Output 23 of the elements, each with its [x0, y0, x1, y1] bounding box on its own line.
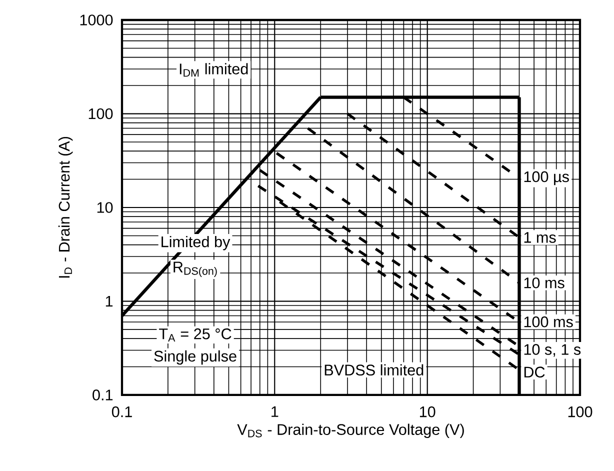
- y-tick-label: 0.1: [92, 390, 113, 400]
- y-tick-label: 1: [106, 296, 113, 307]
- annotation: 1 ms: [524, 232, 556, 243]
- annotation: DC: [524, 366, 545, 378]
- y-tick-label: 1000: [80, 14, 113, 26]
- x-axis-title: V$_{DS}$ - Drain-to-Source Voltage (V): [237, 424, 464, 438]
- annotation: Limited by: [162, 236, 230, 250]
- y-tick-label: 100: [88, 108, 113, 120]
- annotation: T$_{A}$ = 25 °C: [159, 328, 232, 342]
- x-tick-label: 100: [568, 406, 592, 418]
- x-tick-label: 10: [420, 406, 436, 418]
- annotation: Single pulse: [154, 350, 236, 365]
- y-axis-title: I$_{D}$ - Drain Current (A): [58, 136, 73, 278]
- annotation: I$_{DM}$ limited: [180, 63, 248, 77]
- annotation: 100 µs: [524, 171, 569, 186]
- annotation: R$_{DS(on)}$: [174, 262, 217, 277]
- annotation: BVDSS limited: [324, 364, 424, 376]
- x-tick-label: 1: [272, 406, 278, 417]
- annotation: 10 s, 1 s: [524, 344, 581, 357]
- annotation: 100 ms: [524, 316, 573, 328]
- x-tick-label: 0.1: [112, 406, 132, 418]
- annotation: 10 ms: [524, 277, 564, 288]
- y-tick-label: 10: [97, 202, 113, 213]
